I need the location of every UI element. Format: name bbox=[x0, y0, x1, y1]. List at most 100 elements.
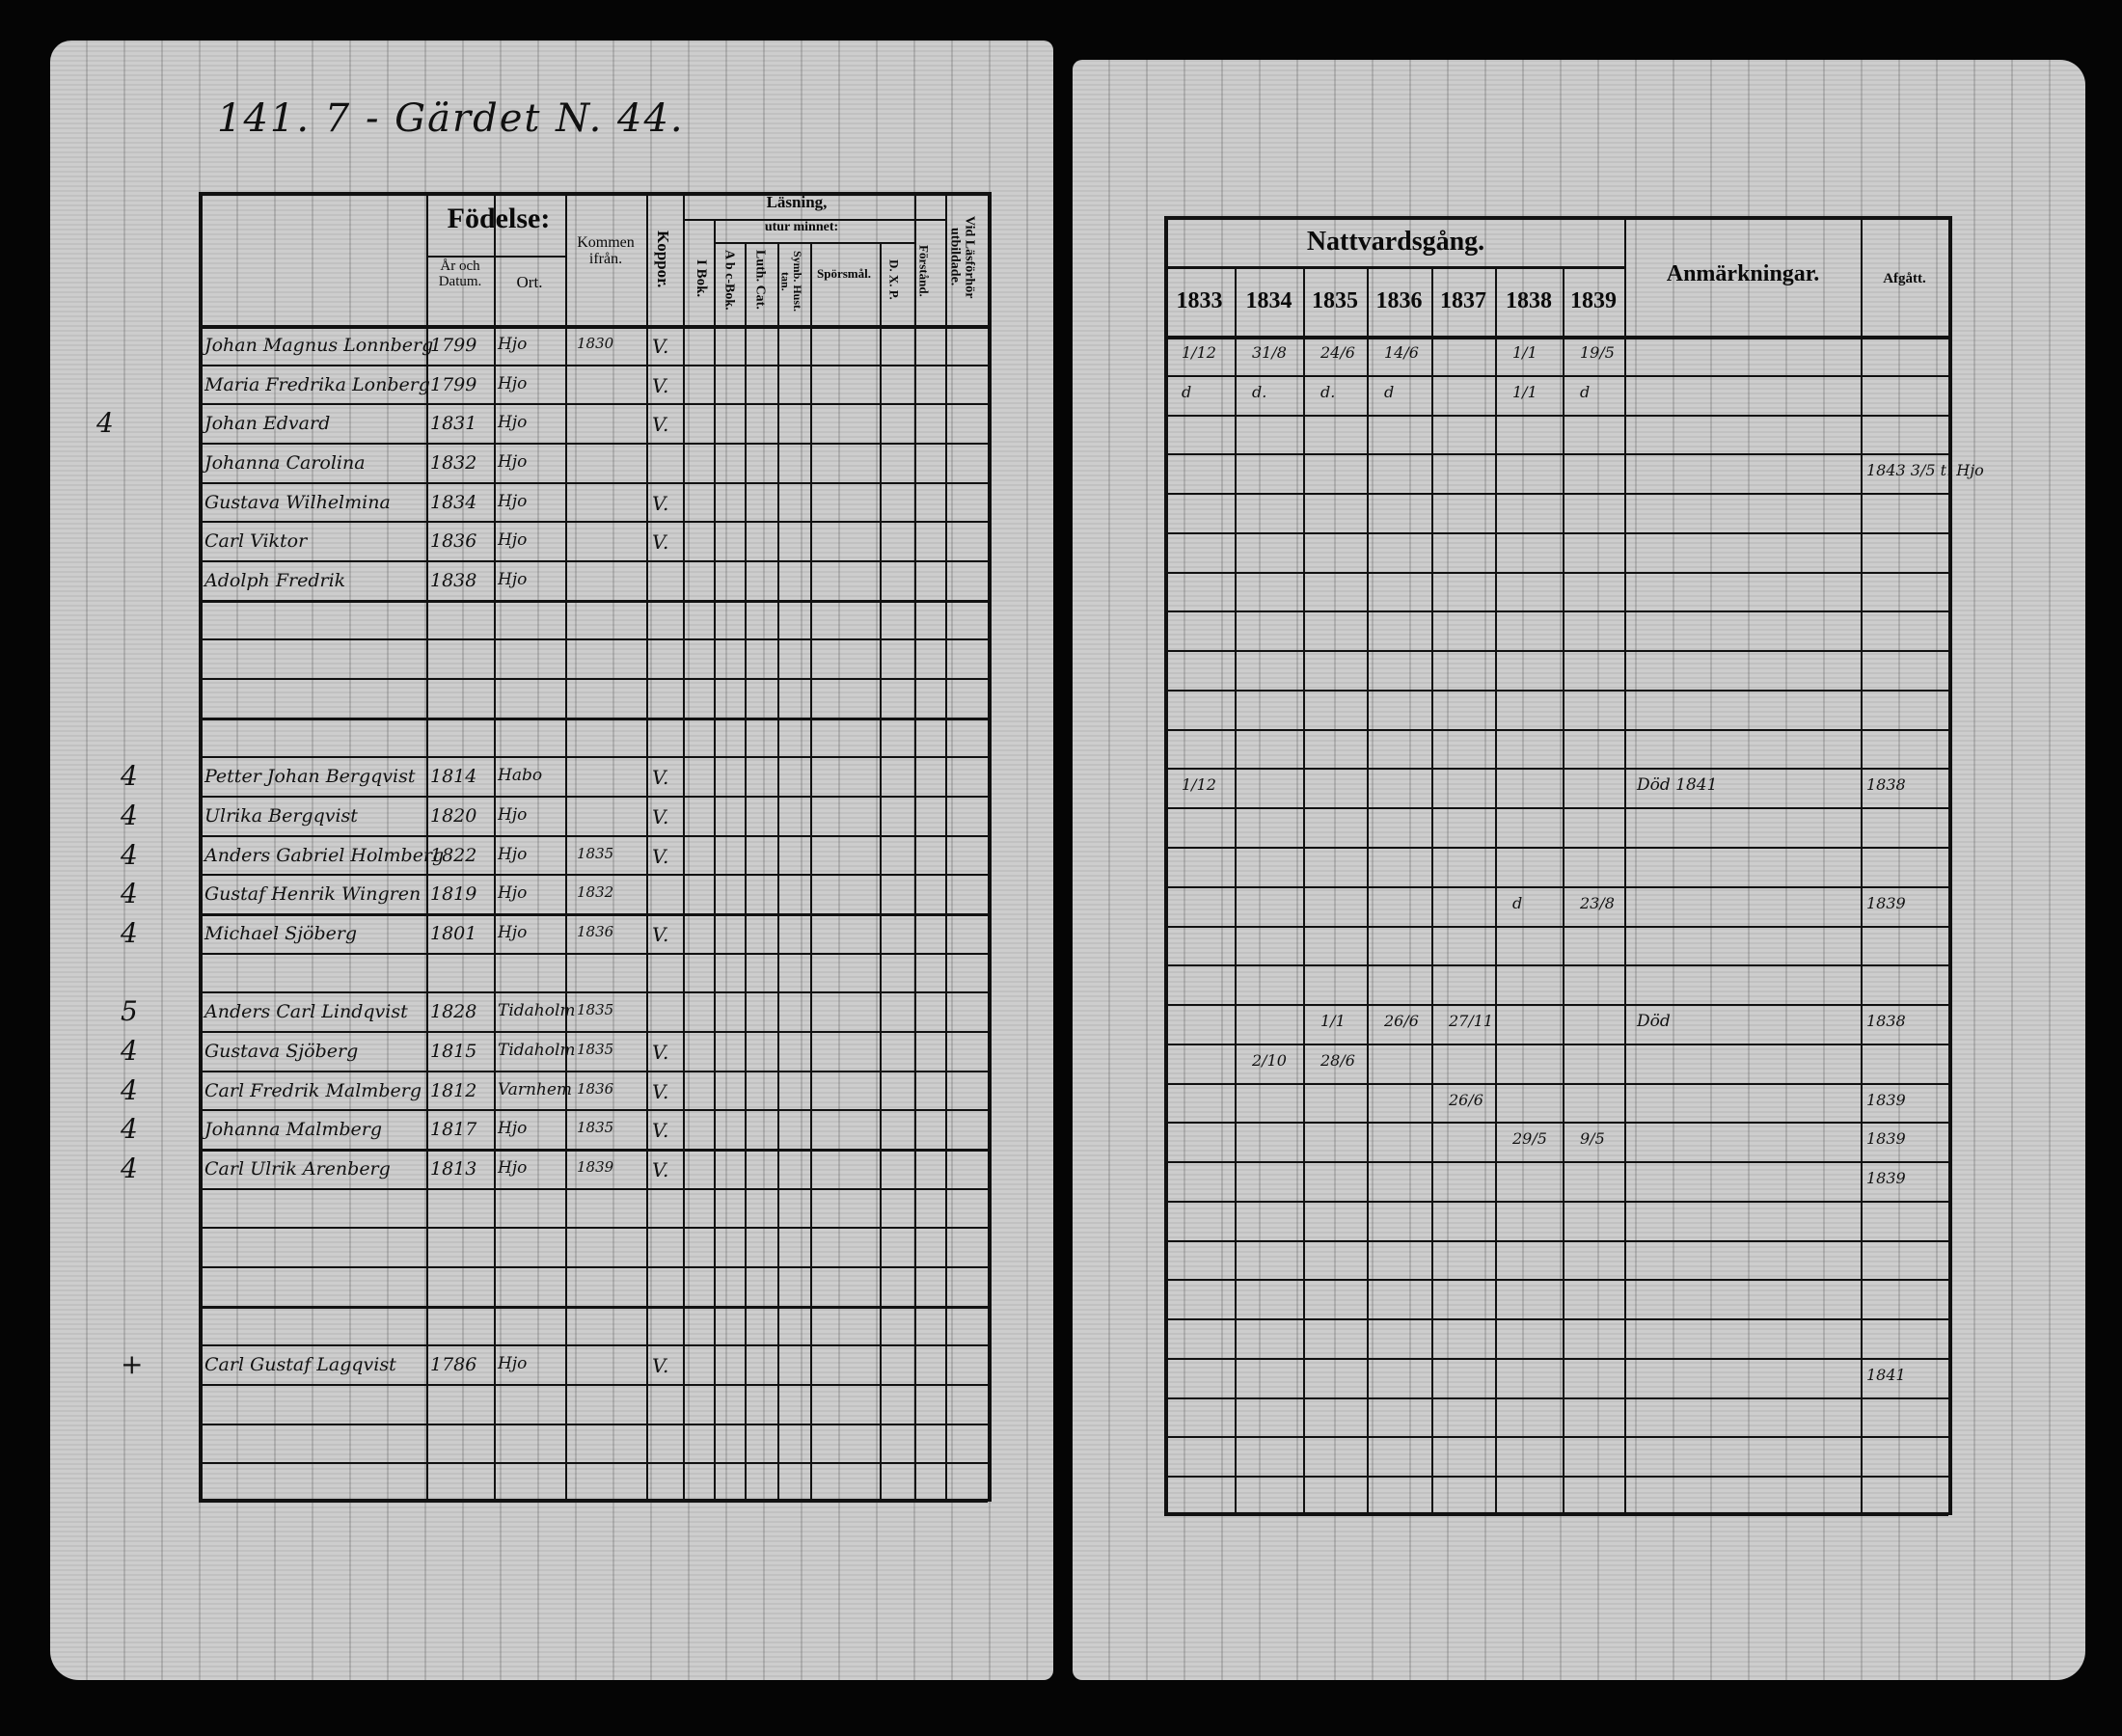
communion-date: 26/6 bbox=[1384, 1012, 1419, 1031]
row-line bbox=[1164, 885, 1948, 888]
column-line bbox=[745, 242, 747, 1502]
entry-name: Gustava Sjöberg bbox=[204, 1041, 359, 1062]
entry-birth-year: 1819 bbox=[430, 883, 477, 906]
header-questions: Spörsmål. bbox=[817, 266, 871, 281]
header-year-1833: 1833 bbox=[1176, 288, 1223, 313]
row-line bbox=[199, 756, 988, 759]
entry-birth-place: Hjo bbox=[498, 844, 528, 864]
row-line bbox=[1164, 610, 1948, 613]
right-page bbox=[1073, 60, 2085, 1680]
entry-smallpox: V. bbox=[652, 1041, 669, 1064]
row-line bbox=[1164, 493, 1948, 496]
entry-name: Petter Johan Bergqvist bbox=[204, 766, 416, 788]
reading-subdivider bbox=[683, 219, 945, 221]
communion-date: d bbox=[1384, 382, 1395, 401]
entry-came-from: 1836 bbox=[577, 923, 614, 940]
entry-birth-year: 1786 bbox=[430, 1354, 477, 1376]
row-line bbox=[199, 1344, 988, 1347]
communion-date: d bbox=[1580, 382, 1591, 401]
row-line bbox=[1164, 1239, 1948, 1242]
row-line bbox=[1164, 1004, 1948, 1007]
row-line bbox=[1164, 1161, 1948, 1164]
entry-birth-year: 1815 bbox=[430, 1041, 477, 1062]
communion-date: d bbox=[1512, 893, 1523, 912]
entry-birth-year: 1801 bbox=[430, 923, 477, 944]
entry-smallpox: V. bbox=[652, 923, 669, 946]
column-line bbox=[914, 192, 916, 1502]
communion-date: 19/5 bbox=[1580, 343, 1615, 362]
entry-name: Maria Fredrika Lonberg bbox=[204, 373, 430, 395]
entry-remark: Död bbox=[1637, 1012, 1671, 1032]
row-line bbox=[1164, 1397, 1948, 1399]
entry-name: Carl Fredrik Malmberg bbox=[204, 1079, 422, 1101]
entry-came-from: 1835 bbox=[577, 1119, 614, 1137]
margin-mark: 5 bbox=[121, 995, 138, 1028]
row-line bbox=[199, 364, 988, 366]
entry-departed: 1838 bbox=[1866, 775, 1906, 795]
column-line bbox=[1367, 266, 1369, 1515]
entry-smallpox: V. bbox=[652, 766, 669, 790]
entry-smallpox: V. bbox=[652, 373, 669, 397]
entry-came-from: 1830 bbox=[577, 335, 614, 352]
entry-smallpox: V. bbox=[652, 844, 669, 868]
header-year-1836: 1836 bbox=[1375, 288, 1423, 313]
entry-name: Anders Carl Lindqvist bbox=[204, 1001, 408, 1023]
communion-date: 1/1 bbox=[1512, 343, 1537, 362]
row-line bbox=[199, 1305, 988, 1309]
column-line bbox=[426, 192, 428, 1502]
communion-date: 1/1 bbox=[1512, 382, 1537, 401]
entry-birth-year: 1836 bbox=[430, 530, 477, 553]
column-line bbox=[1431, 266, 1433, 1515]
row-line bbox=[1164, 1279, 1948, 1282]
row-line bbox=[199, 1031, 988, 1033]
entry-birth-year: 1832 bbox=[430, 452, 477, 474]
column-line bbox=[1495, 266, 1497, 1515]
row-line bbox=[1164, 1043, 1948, 1045]
entry-departed: 1839 bbox=[1866, 893, 1906, 912]
entry-birth-year: 1831 bbox=[430, 413, 477, 435]
communion-date: 9/5 bbox=[1580, 1129, 1605, 1149]
column-line bbox=[1624, 216, 1626, 1515]
margin-mark: 4 bbox=[121, 760, 138, 793]
column-line bbox=[683, 192, 685, 1502]
communion-date: 28/6 bbox=[1320, 1050, 1355, 1070]
row-line bbox=[1164, 964, 1948, 967]
entry-came-from: 1836 bbox=[577, 1079, 614, 1098]
birth-subdivider bbox=[426, 256, 565, 258]
margin-mark: + bbox=[121, 1348, 144, 1381]
header-luther-catechism: Luth. Cat. bbox=[752, 250, 768, 310]
column-line bbox=[494, 192, 496, 1502]
entry-name: Carl Viktor bbox=[204, 530, 308, 553]
header-birth: Födelse: bbox=[447, 203, 551, 234]
header-smallpox: Koppor. bbox=[653, 231, 672, 288]
entry-name: Johan Edvard bbox=[204, 413, 331, 435]
row-line bbox=[199, 521, 988, 524]
column-line bbox=[1563, 266, 1564, 1515]
entry-smallpox: V. bbox=[652, 1079, 669, 1103]
entry-departed: 1841 bbox=[1866, 1365, 1906, 1384]
entry-departed: 1839 bbox=[1866, 1169, 1906, 1188]
row-line bbox=[1164, 1436, 1948, 1439]
entry-came-from: 1835 bbox=[577, 844, 614, 862]
entry-smallpox: V. bbox=[652, 530, 669, 555]
header-came-from: Kommen ifrån. bbox=[577, 234, 635, 267]
entry-name: Carl Gustaf Lagqvist bbox=[204, 1354, 396, 1376]
row-line bbox=[199, 638, 988, 641]
row-line bbox=[199, 717, 988, 720]
entry-smallpox: V. bbox=[652, 1119, 669, 1143]
margin-mark: 4 bbox=[121, 1073, 138, 1106]
entry-name: Ulrika Bergqvist bbox=[204, 805, 358, 827]
communion-date: 2/10 bbox=[1252, 1050, 1287, 1070]
communion-date: 27/11 bbox=[1449, 1012, 1494, 1031]
row-line bbox=[199, 952, 988, 955]
header-year-1839: 1839 bbox=[1570, 288, 1617, 313]
row-line bbox=[199, 1070, 988, 1072]
row-line bbox=[199, 678, 988, 680]
entry-birth-year: 1834 bbox=[430, 491, 477, 513]
column-line bbox=[810, 242, 812, 1502]
entry-came-from: 1839 bbox=[577, 1158, 614, 1176]
row-line bbox=[199, 599, 988, 603]
entry-name: Gustaf Henrik Wingren bbox=[204, 883, 422, 906]
communion-date: d. bbox=[1320, 382, 1336, 401]
entry-smallpox: V. bbox=[652, 805, 669, 828]
